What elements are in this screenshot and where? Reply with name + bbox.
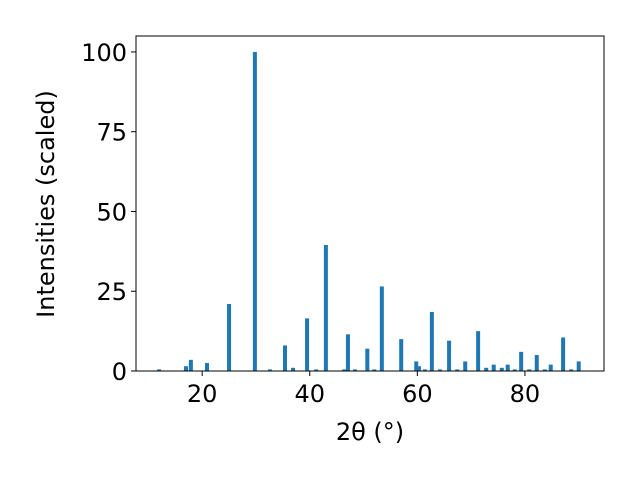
x-tick-label: 80	[510, 380, 541, 408]
bar	[527, 369, 532, 371]
bar	[352, 369, 357, 371]
bar	[365, 348, 370, 371]
bar	[342, 369, 347, 371]
bar	[291, 367, 296, 371]
bar	[399, 339, 404, 371]
bar	[542, 369, 547, 371]
bar	[379, 286, 384, 371]
bar	[184, 366, 189, 371]
bar	[576, 361, 581, 371]
x-tick-label: 20	[187, 380, 218, 408]
y-tick-label: 0	[112, 358, 127, 386]
bar	[205, 363, 210, 371]
bar	[429, 311, 434, 371]
plot-frame	[135, 35, 605, 372]
bar	[252, 51, 257, 371]
bar	[157, 369, 162, 371]
bar	[484, 367, 489, 371]
bar	[569, 369, 574, 371]
bar	[499, 367, 504, 371]
y-tick-label: 25	[96, 278, 127, 306]
bar	[305, 318, 310, 371]
bar	[519, 351, 524, 371]
bar	[491, 364, 496, 371]
bar	[188, 359, 193, 371]
bar	[414, 361, 419, 371]
bar	[283, 345, 288, 371]
bar	[437, 369, 442, 371]
bar	[422, 369, 427, 371]
bar	[323, 244, 328, 371]
bar	[227, 304, 232, 371]
bar	[561, 337, 566, 371]
y-tick-label: 50	[96, 198, 127, 226]
bar	[476, 331, 481, 371]
bar	[505, 364, 510, 371]
x-tick-label: 40	[294, 380, 325, 408]
x-tick-label: 60	[402, 380, 433, 408]
bar	[512, 369, 517, 371]
x-axis-label: 2θ (°)	[336, 418, 404, 446]
y-axis-label: Intensities (scaled)	[32, 90, 60, 318]
bar	[548, 364, 553, 371]
bar	[267, 369, 272, 371]
bar	[345, 334, 350, 371]
y-tick-label: 75	[96, 119, 127, 147]
bar	[447, 340, 452, 371]
bar	[534, 355, 539, 371]
bar	[416, 366, 421, 371]
bar	[463, 361, 468, 371]
y-tick-label: 100	[81, 39, 127, 67]
bar	[372, 369, 377, 371]
bar	[455, 369, 460, 371]
bar	[314, 369, 319, 371]
